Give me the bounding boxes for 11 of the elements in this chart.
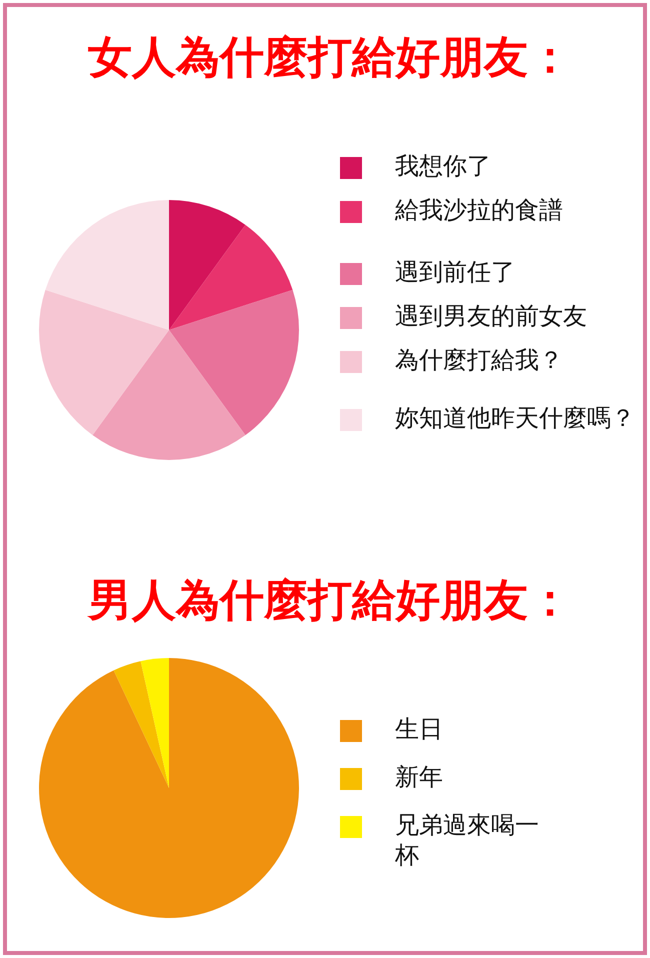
legend-label: 兄弟過來喝一杯 xyxy=(395,810,540,870)
legend-label: 我想你了 xyxy=(395,151,492,181)
legend-label: 遇到男友的前女友 xyxy=(395,301,588,331)
legend-label: 遇到前任了 xyxy=(395,257,516,287)
legend-label: 生日 xyxy=(395,714,444,744)
chart-title: 男人為什麼打給好朋友： xyxy=(86,575,572,626)
legend-label: 給我沙拉的食譜 xyxy=(395,195,564,225)
legend-label: 為什麼打給我？ xyxy=(395,345,564,375)
chart-title: 女人為什麼打給好朋友： xyxy=(88,32,572,83)
legend-label: 新年 xyxy=(395,762,444,792)
legend-label: 妳知道他昨天什麼嗎？ xyxy=(395,403,636,433)
